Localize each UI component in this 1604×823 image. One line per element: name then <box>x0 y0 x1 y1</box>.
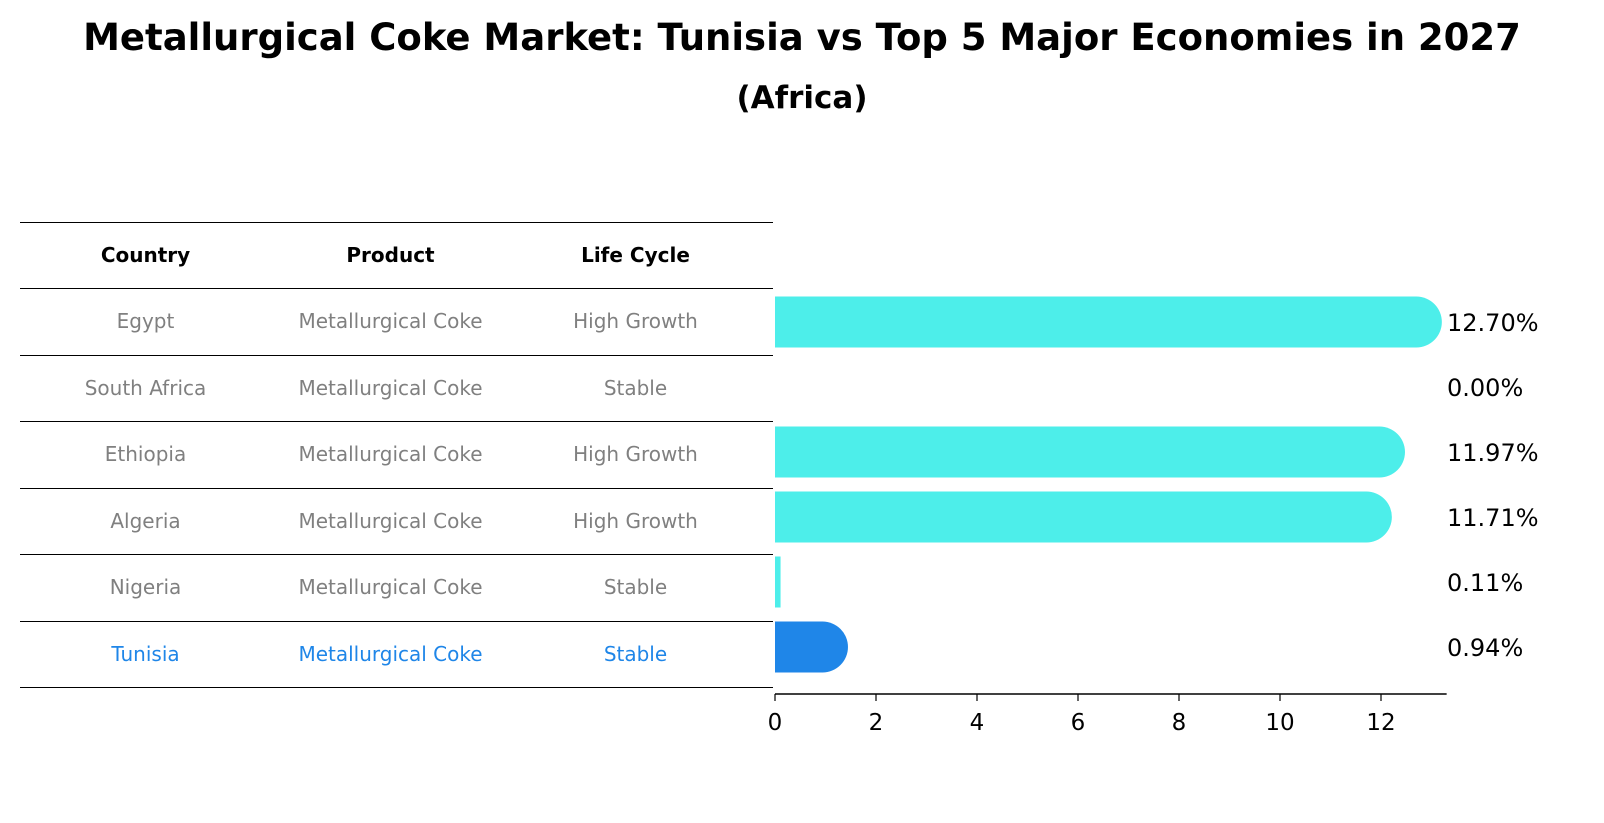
table-cell-life-cycle: Stable <box>603 375 668 400</box>
table-cell-product: Metallurgical Coke <box>298 575 483 600</box>
value-label: 0.94% <box>1447 634 1523 662</box>
table-rule <box>20 554 773 555</box>
value-label: 12.70% <box>1447 309 1539 337</box>
table-cell-country: Ethiopia <box>104 442 187 467</box>
x-tick-label: 6 <box>1071 710 1086 736</box>
x-tick-label: 8 <box>1172 710 1187 736</box>
table-rule <box>20 620 773 622</box>
x-tick-label: 4 <box>970 710 985 736</box>
bar-tunisia <box>775 621 848 673</box>
value-label: 11.71% <box>1447 504 1539 532</box>
x-tick-label: 2 <box>869 710 884 736</box>
table-cell-life-cycle: High Growth <box>573 442 698 467</box>
bar-ethiopia <box>775 426 1405 478</box>
table-cell-product: Metallurgical Coke <box>298 641 483 666</box>
bar-nigeria <box>775 556 781 608</box>
x-tick-label: 12 <box>1366 710 1395 736</box>
table-cell-country: South Africa <box>84 375 207 400</box>
chart-title: Metallurgical Coke Market: Tunisia vs To… <box>83 16 1521 59</box>
table-rule <box>20 288 773 289</box>
table-cell-life-cycle: Stable <box>603 641 668 666</box>
table-cell-country: Nigeria <box>109 575 182 600</box>
table-header-product: Product <box>346 243 435 267</box>
table-header-country: Country <box>100 243 191 267</box>
table-rule <box>20 487 773 489</box>
table-cell-product: Metallurgical Coke <box>298 508 483 533</box>
table-rule <box>20 421 773 422</box>
table-header-life-cycle: Life Cycle <box>581 243 690 267</box>
bar-algeria <box>775 491 1392 543</box>
table-cell-product: Metallurgical Coke <box>298 309 483 334</box>
table-cell-country: Egypt <box>116 309 175 334</box>
table-cell-product: Metallurgical Coke <box>298 442 483 467</box>
table-cell-product: Metallurgical Coke <box>298 375 483 400</box>
table-cell-country: Tunisia <box>111 641 180 666</box>
x-tick-label: 10 <box>1265 710 1294 736</box>
table-rule <box>20 222 773 223</box>
table-cell-life-cycle: High Growth <box>573 309 698 334</box>
x-tick-label: 0 <box>768 710 783 736</box>
value-label: 11.97% <box>1447 439 1539 467</box>
bar-egypt <box>775 296 1442 348</box>
table-rule <box>20 687 773 688</box>
value-label: 0.00% <box>1447 374 1523 402</box>
table-cell-life-cycle: Stable <box>603 575 668 600</box>
table-cell-life-cycle: High Growth <box>573 508 698 533</box>
table-cell-country: Algeria <box>110 508 181 533</box>
chart-subtitle: (Africa) <box>736 80 868 116</box>
table-rule <box>20 354 773 356</box>
value-label: 0.11% <box>1447 569 1523 597</box>
